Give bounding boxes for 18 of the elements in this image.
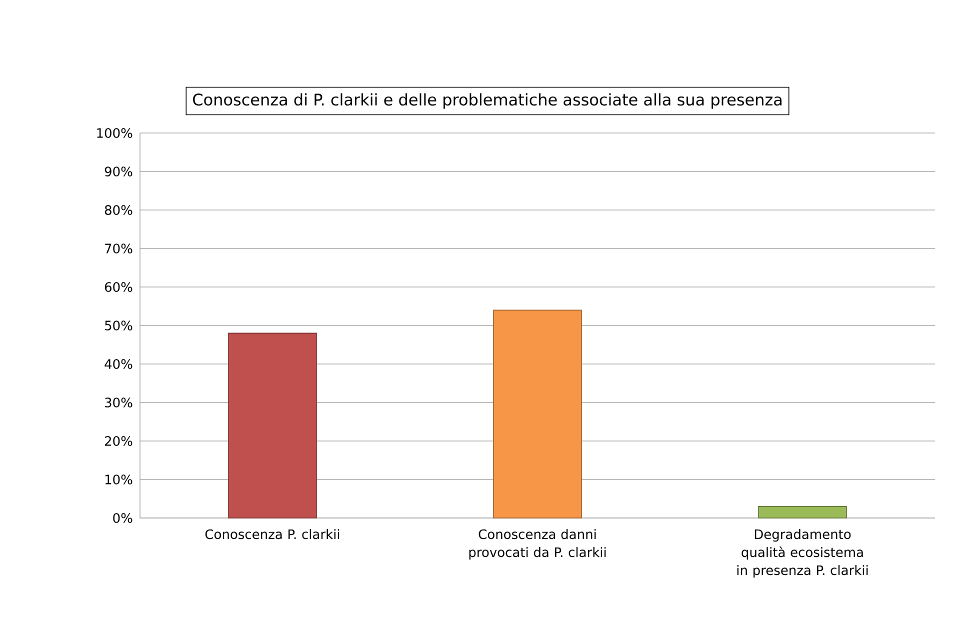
x-tick-label: Conoscenza P. clarkii xyxy=(205,529,340,540)
y-tick-label: 40% xyxy=(104,359,132,369)
bar xyxy=(493,310,582,518)
y-tick-label: 50% xyxy=(105,320,132,330)
y-tick-label: 80% xyxy=(104,205,132,215)
y-tick-label: 0% xyxy=(113,513,132,523)
y-tick-label: 20% xyxy=(104,436,132,446)
x-tick-label: Conoscenza danni provocati da P. clarkii xyxy=(469,529,606,560)
bar xyxy=(758,506,847,518)
y-tick-label: 60% xyxy=(104,282,132,292)
x-tick-label: Degradamento qualità ecosistema in presenza P. clarkii xyxy=(737,529,868,578)
y-tick-label: 70% xyxy=(105,244,132,254)
bar xyxy=(228,332,317,518)
y-tick-label: 100% xyxy=(97,128,132,138)
y-tick-label: 90% xyxy=(104,166,132,176)
y-tick-label: 30% xyxy=(105,398,132,408)
chart-title: Conoscenza di P. clarkii e delle problematiche associate alla sua presenza xyxy=(193,93,782,109)
y-tick-label: 10% xyxy=(105,474,132,484)
